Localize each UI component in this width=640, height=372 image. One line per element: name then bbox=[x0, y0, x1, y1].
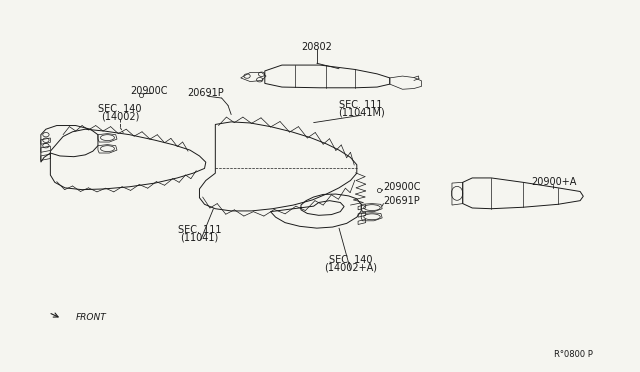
Text: 20900+A: 20900+A bbox=[531, 177, 576, 187]
Text: FRONT: FRONT bbox=[76, 313, 106, 322]
Text: SEC. 140: SEC. 140 bbox=[99, 104, 142, 114]
Text: 20900C: 20900C bbox=[130, 86, 168, 96]
Text: SEC. 111: SEC. 111 bbox=[339, 100, 383, 110]
Text: (14002): (14002) bbox=[101, 111, 140, 121]
Text: 20691P: 20691P bbox=[383, 196, 420, 206]
Text: (11041M): (11041M) bbox=[338, 108, 385, 118]
Text: (11041): (11041) bbox=[180, 232, 219, 242]
Text: (14002+A): (14002+A) bbox=[324, 262, 377, 272]
Text: 20691P: 20691P bbox=[188, 88, 224, 98]
Text: 20900C: 20900C bbox=[383, 182, 421, 192]
Text: R°0800 P: R°0800 P bbox=[554, 350, 593, 359]
Text: SEC. 140: SEC. 140 bbox=[329, 255, 372, 265]
Text: SEC. 111: SEC. 111 bbox=[178, 225, 221, 235]
Text: 20802: 20802 bbox=[301, 42, 332, 52]
